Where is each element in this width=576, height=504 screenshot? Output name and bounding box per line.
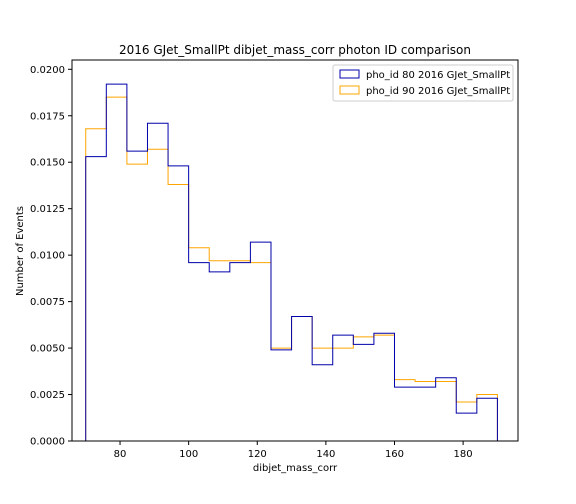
legend-box (332, 64, 514, 102)
x-tick-label: 100 (179, 449, 198, 460)
y-axis: 0.0000 0.0025 0.0050 0.0075 0.0100 0.0125 0.01… (30, 65, 72, 448)
legend-swatch-pho-id-80 (339, 69, 360, 79)
series-layer (85, 83, 498, 441)
y-axis-label: Number of Events (15, 206, 26, 296)
x-tick-label: 140 (316, 449, 335, 460)
x-axis: 80 100 120 140 160 180 (114, 441, 473, 460)
x-axis-label: dibjet_mass_corr (253, 463, 338, 474)
y-tick-label: 0.0125 (30, 204, 65, 215)
y-tick-label: 0.0100 (30, 251, 65, 262)
histogram-step-line (85, 83, 498, 441)
series-pho-id-80 (85, 83, 498, 441)
x-tick-label: 80 (114, 449, 127, 460)
x-tick-label: 180 (454, 449, 473, 460)
x-tick-label: 120 (248, 449, 267, 460)
chart-title: 2016 GJet_SmallPt dibjet_mass_corr photo… (119, 43, 471, 57)
y-tick-label: 0.0075 (30, 297, 65, 308)
legend-label-pho-id-80: pho_id 80 2016 GJet_SmallPt (366, 70, 510, 81)
y-tick-label: 0.0050 (30, 344, 65, 355)
legend-swatch-pho-id-90 (339, 85, 360, 95)
plot-frame (71, 59, 519, 442)
legend-label-pho-id-90: pho_id 90 2016 GJet_SmallPt (366, 86, 510, 97)
x-tick-label: 160 (385, 449, 404, 460)
y-tick-label: 0.0000 (30, 437, 65, 448)
y-tick-label: 0.0025 (30, 390, 65, 401)
legend: pho_id 80 2016 GJet_SmallPt pho_id 90 20… (332, 64, 514, 102)
y-tick-label: 0.0175 (30, 111, 65, 122)
y-tick-label: 0.0150 (30, 158, 65, 169)
y-tick-label: 0.0200 (30, 65, 65, 76)
